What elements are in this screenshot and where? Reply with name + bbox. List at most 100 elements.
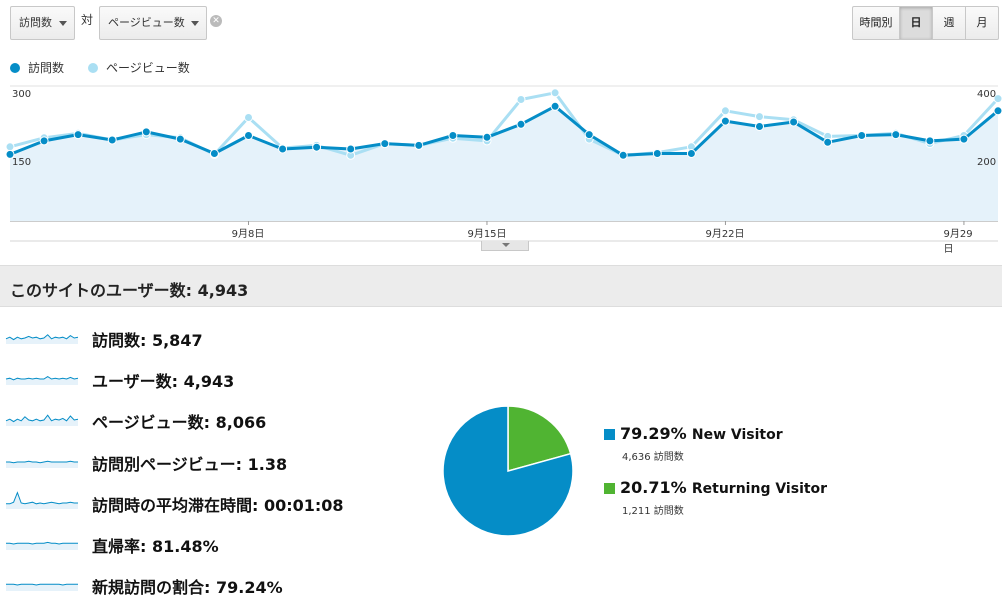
visits-point[interactable]	[789, 117, 799, 127]
metric-dropdown-compare[interactable]: ページビュー数	[99, 6, 207, 40]
metric-label: ユーザー数: 4,943	[92, 372, 235, 391]
visits-point[interactable]	[482, 132, 492, 142]
sparkline-line	[6, 583, 78, 586]
granularity-day-button[interactable]: 日	[899, 6, 933, 40]
visits-area	[10, 106, 998, 221]
returning-visitor-name: Returning Visitor	[691, 481, 828, 497]
visits-point[interactable]	[39, 136, 49, 146]
visitor-type-pie-chart	[442, 405, 574, 537]
visits-point[interactable]	[618, 150, 628, 160]
visits-point[interactable]	[209, 149, 219, 158]
visits-point[interactable]	[891, 130, 901, 140]
legend-label-pageviews: ページビュー数	[106, 61, 190, 75]
visits-point[interactable]	[584, 130, 594, 140]
legend-swatch-returning-visitor	[604, 483, 615, 494]
metric-row[interactable]: 新規訪問の割合: 79.24%	[0, 570, 400, 600]
pie-legend-new-visitor: 79.29% New Visitor	[620, 424, 783, 443]
granularity-hourly-button[interactable]: 時間別	[852, 6, 900, 40]
legend-swatch-new-visitor	[604, 429, 615, 440]
metric-label: 新規訪問の割合: 79.24%	[92, 578, 283, 597]
sparkline-line	[6, 491, 78, 505]
sparkline	[5, 414, 79, 426]
pageviews-point[interactable]	[5, 142, 15, 152]
visits-point[interactable]	[73, 130, 83, 140]
visits-point[interactable]	[380, 139, 390, 149]
chart-collapse-handle[interactable]	[481, 241, 529, 251]
metric-label: 訪問数: 5,847	[92, 331, 203, 350]
visits-point[interactable]	[925, 136, 935, 146]
metric-row[interactable]: 訪問数: 5,847	[0, 323, 400, 353]
metric-label: 訪問別ページビュー: 1.38	[92, 455, 288, 474]
visits-point[interactable]	[550, 101, 560, 111]
visits-point[interactable]	[107, 135, 117, 145]
metric-row[interactable]: 訪問時の平均滞在時間: 00:01:08	[0, 488, 400, 518]
granularity-month-button[interactable]: 月	[965, 6, 999, 40]
metric-label: ページビュー数: 8,066	[92, 413, 267, 432]
visits-point[interactable]	[175, 134, 185, 144]
visits-point[interactable]	[244, 131, 253, 140]
pie-slice-returning-visitor[interactable]	[507, 405, 572, 472]
visits-point[interactable]	[516, 119, 526, 129]
visits-point[interactable]	[720, 116, 730, 126]
metric-row[interactable]: ユーザー数: 4,943	[0, 364, 400, 394]
pageviews-point[interactable]	[516, 95, 526, 104]
legend-dot-pageviews	[88, 63, 98, 73]
visits-point[interactable]	[823, 137, 833, 147]
visits-point[interactable]	[652, 149, 662, 158]
sparkline	[6, 491, 78, 509]
new-visitor-name: New Visitor	[691, 427, 783, 443]
pie-legend-returning-visitor: 20.71% Returning Visitor	[620, 478, 827, 497]
sparkline	[6, 583, 78, 591]
y-axis-left-tick-top: 300	[12, 89, 32, 100]
visits-point[interactable]	[346, 144, 356, 154]
pageviews-point[interactable]	[244, 113, 253, 122]
sparkline-line	[6, 460, 78, 464]
chevron-down-icon	[59, 21, 67, 26]
pageviews-point[interactable]	[755, 112, 764, 122]
y-axis-right-tick-mid: 200	[977, 157, 997, 168]
metric-row[interactable]: 直帰率: 81.48%	[0, 529, 400, 559]
metric-row[interactable]: 訪問別ページビュー: 1.38	[0, 447, 400, 477]
sparkline-area	[6, 376, 78, 385]
sparkline	[5, 334, 79, 344]
metric-dropdown-primary[interactable]: 訪問数	[10, 6, 75, 40]
pie-slice-new-visitor[interactable]	[442, 405, 574, 537]
sparkline	[6, 460, 78, 468]
line-chart	[5, 85, 1002, 242]
granularity-day-label: 日	[910, 16, 922, 29]
sparkline	[5, 376, 79, 385]
visits-point[interactable]	[5, 149, 15, 159]
pageviews-point[interactable]	[720, 106, 730, 116]
pageviews-point[interactable]	[550, 88, 560, 98]
visits-point[interactable]	[312, 142, 322, 152]
returning-visitor-count: 1,211 訪問数	[622, 506, 684, 517]
chevron-down-icon	[191, 21, 199, 26]
sparkline-area	[6, 461, 78, 468]
visits-point[interactable]	[278, 144, 288, 154]
users-summary-bar: このサイトのユーザー数: 4,943	[0, 265, 1002, 307]
visits-point[interactable]	[686, 149, 696, 158]
legend-dot-visits	[10, 63, 20, 73]
sparkline-line	[5, 376, 79, 381]
visits-point[interactable]	[993, 106, 1002, 116]
metric-dropdown-compare-label: ページビュー数	[108, 16, 185, 29]
visits-point[interactable]	[414, 140, 424, 150]
clear-compare-icon[interactable]: ✕	[210, 15, 222, 27]
sparkline-line	[6, 541, 78, 545]
metric-row[interactable]: ページビュー数: 8,066	[0, 405, 400, 435]
new-visitor-percent: 79.29%	[620, 424, 687, 443]
pageviews-point[interactable]	[993, 94, 1002, 104]
sparkline	[6, 541, 78, 550]
visits-point[interactable]	[141, 127, 151, 137]
sparkline-area	[6, 584, 78, 591]
visits-point[interactable]	[755, 122, 764, 131]
visits-point[interactable]	[959, 134, 969, 144]
y-axis-left-tick-mid: 150	[12, 157, 32, 168]
sparkline-line	[5, 414, 79, 423]
x-axis-tick-label: 9月29日	[943, 229, 973, 255]
metric-dropdown-primary-label: 訪問数	[19, 16, 52, 29]
visits-point[interactable]	[857, 131, 867, 140]
x-axis-tick-label: 9月22日	[705, 229, 745, 240]
visits-point[interactable]	[448, 131, 458, 140]
versus-label: 対	[81, 13, 94, 27]
